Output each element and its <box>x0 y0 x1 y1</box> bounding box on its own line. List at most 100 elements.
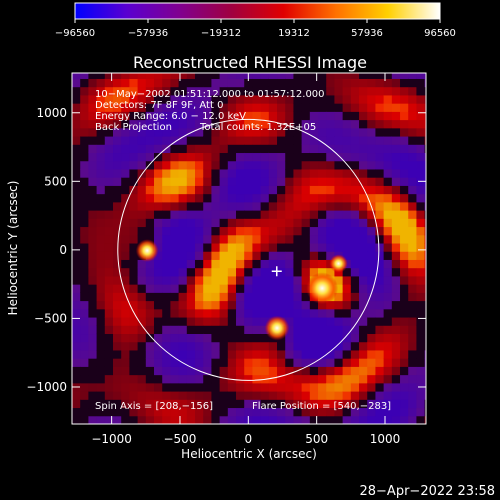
heatmap-cell <box>334 94 344 104</box>
heatmap-cell <box>268 399 278 409</box>
heatmap-cell <box>244 292 253 302</box>
heatmap-cell <box>170 226 180 236</box>
heatmap-cell <box>203 168 212 178</box>
heatmap-cell <box>342 275 352 285</box>
x-tick-label: 500 <box>305 432 328 446</box>
heatmap-cell <box>104 73 114 79</box>
heatmap-cell <box>318 325 327 335</box>
heatmap-cell <box>252 136 262 145</box>
heatmap-cell <box>121 300 130 310</box>
heatmap-cell <box>145 275 155 285</box>
heatmap-cell <box>342 358 352 367</box>
heatmap-cell <box>203 333 212 343</box>
heatmap-cell <box>104 177 114 186</box>
heatmap-cell <box>236 73 245 79</box>
heatmap-cell <box>309 259 319 269</box>
heatmap-cell <box>268 374 278 384</box>
heatmap-cell <box>260 292 270 302</box>
heatmap-cell <box>145 333 155 343</box>
heatmap-cell <box>375 152 385 162</box>
heatmap-cell <box>416 226 426 236</box>
heatmap-cell <box>285 349 294 359</box>
heatmap-cell <box>203 259 212 269</box>
heatmap-cell <box>104 234 114 244</box>
heatmap-cell <box>342 185 352 195</box>
heatmap-cell <box>137 226 147 236</box>
heatmap-cell <box>359 86 368 96</box>
heatmap-cell <box>162 111 171 121</box>
heatmap-cell <box>96 415 106 424</box>
heatmap-cell <box>301 73 311 79</box>
heatmap-cell <box>309 374 319 384</box>
heatmap-cell <box>186 119 196 129</box>
heatmap-cell <box>113 300 122 310</box>
heatmap-cell <box>252 177 262 186</box>
heatmap-cell <box>326 391 335 400</box>
heatmap-cell <box>227 275 237 285</box>
heatmap-cell <box>211 325 221 335</box>
heatmap-cell <box>162 292 171 302</box>
heatmap-cell <box>293 78 303 88</box>
heatmap-cell <box>178 86 188 96</box>
heatmap-cell <box>162 243 171 252</box>
heatmap-cell <box>211 251 221 260</box>
heatmap-cell <box>359 226 368 236</box>
heatmap-cell <box>178 284 188 293</box>
heatmap-cell <box>367 300 376 310</box>
heatmap-cell <box>80 374 89 384</box>
heatmap-cell <box>96 201 106 211</box>
heatmap-cell <box>195 94 204 104</box>
heatmap-cell <box>154 193 163 203</box>
heatmap-cell <box>367 86 376 96</box>
heatmap-cell <box>145 144 155 154</box>
heatmap-cell <box>80 226 89 236</box>
heatmap-cell <box>309 243 319 252</box>
heatmap-cell <box>154 185 163 195</box>
heatmap-cell <box>301 333 311 343</box>
heatmap-cell <box>391 144 401 154</box>
heatmap-cell <box>72 259 81 269</box>
heatmap-cell <box>88 308 98 318</box>
heatmap-cell <box>334 144 344 154</box>
heatmap-cell <box>383 103 393 112</box>
heatmap-cell <box>309 127 319 137</box>
heatmap-cell <box>104 185 114 195</box>
heatmap-cell <box>129 226 139 236</box>
heatmap-cell <box>277 391 286 400</box>
heatmap-cell <box>162 391 171 400</box>
heatmap-cell <box>121 341 130 351</box>
heatmap-cell <box>203 382 212 392</box>
colorbar-scale <box>74 2 441 20</box>
heatmap-cell <box>72 78 81 88</box>
heatmap-cell <box>359 366 368 376</box>
heatmap-cell <box>170 103 180 112</box>
heatmap-cell <box>162 160 171 170</box>
heatmap-cell <box>309 201 319 211</box>
heatmap-cell <box>121 325 130 335</box>
heatmap-cell <box>211 136 221 145</box>
heatmap-cell <box>375 407 385 417</box>
heatmap-cell <box>129 119 139 129</box>
heatmap-cell <box>203 201 212 211</box>
heatmap-cell <box>301 308 311 318</box>
heatmap-cell <box>145 284 155 293</box>
heatmap-cell <box>72 333 81 343</box>
heatmap-cell <box>211 259 221 269</box>
heatmap-cell <box>416 119 426 129</box>
heatmap-cell <box>309 73 319 79</box>
heatmap-cell <box>301 243 311 252</box>
heatmap-cell <box>162 358 171 367</box>
heatmap-cell <box>334 300 344 310</box>
heatmap-cell <box>244 193 253 203</box>
heatmap-cell <box>342 152 352 162</box>
heatmap-cell <box>375 358 385 367</box>
heatmap-cell <box>375 284 385 293</box>
heatmap-cell <box>260 243 270 252</box>
x-tick-label: −1000 <box>91 432 132 446</box>
heatmap-cell <box>178 259 188 269</box>
heatmap-cell <box>400 160 409 170</box>
heatmap-cell <box>252 349 262 359</box>
heatmap-cell <box>301 275 311 285</box>
heatmap-cell <box>154 259 163 269</box>
heatmap-cell <box>162 103 171 112</box>
